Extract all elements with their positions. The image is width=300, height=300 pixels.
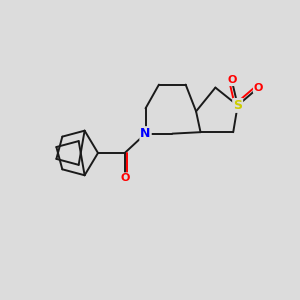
Text: O: O (254, 82, 263, 93)
Text: O: O (120, 173, 129, 183)
Text: N: N (140, 127, 151, 140)
Text: O: O (227, 75, 236, 85)
Text: S: S (233, 99, 242, 112)
